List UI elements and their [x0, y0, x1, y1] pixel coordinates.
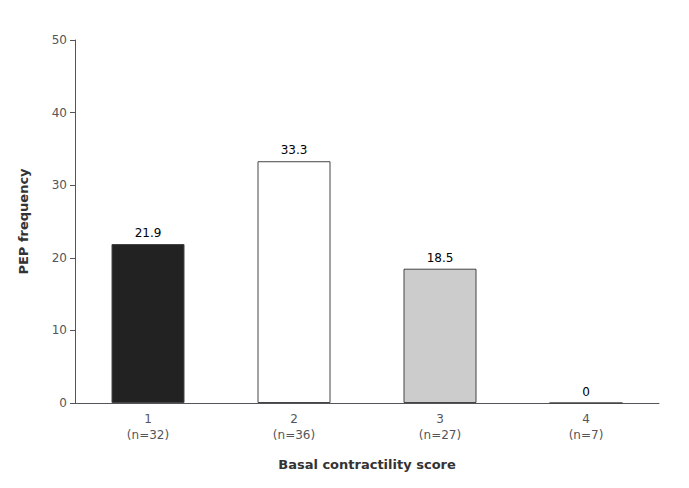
svg-text:33.3: 33.3 [281, 143, 308, 157]
svg-text:50: 50 [52, 33, 67, 47]
svg-text:40: 40 [52, 106, 67, 120]
svg-text:(n=27): (n=27) [419, 428, 461, 442]
svg-text:(n=36): (n=36) [273, 428, 315, 442]
svg-text:21.9: 21.9 [135, 226, 162, 240]
svg-text:2: 2 [290, 412, 298, 426]
svg-text:10: 10 [52, 323, 67, 337]
svg-text:4: 4 [582, 412, 590, 426]
svg-text:0: 0 [582, 385, 590, 399]
svg-text:3: 3 [436, 412, 444, 426]
svg-text:Basal contractility score: Basal contractility score [278, 457, 456, 472]
svg-text:(n=32): (n=32) [127, 428, 169, 442]
svg-text:PEP frequency: PEP frequency [16, 168, 31, 275]
svg-text:20: 20 [52, 251, 67, 265]
svg-text:30: 30 [52, 178, 67, 192]
svg-text:1: 1 [144, 412, 152, 426]
svg-text:18.5: 18.5 [427, 251, 454, 265]
svg-text:0: 0 [59, 396, 67, 410]
svg-text:(n=7): (n=7) [569, 428, 604, 442]
